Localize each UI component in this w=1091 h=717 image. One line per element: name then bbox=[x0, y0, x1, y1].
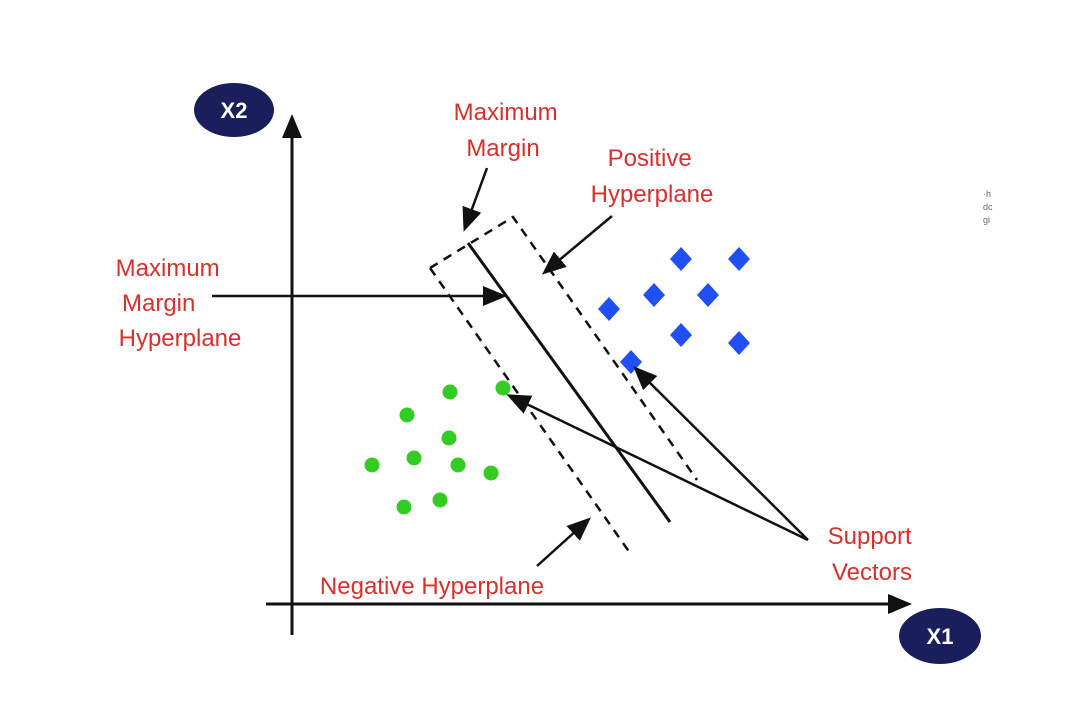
negative-point bbox=[364, 457, 380, 473]
positive-hyperplane-arrow bbox=[541, 215, 613, 275]
support-vectors-label: Support Vectors bbox=[828, 523, 919, 586]
maximum-margin-arrow bbox=[462, 167, 489, 232]
positive-point bbox=[670, 323, 692, 347]
side-marks: ·h dc gi bbox=[983, 189, 993, 225]
negative-point bbox=[396, 499, 412, 515]
maximum-margin-hyperplane-label-line: Margin bbox=[122, 290, 195, 317]
maximum-margin-hyperplane-label-line: Hyperplane bbox=[119, 325, 242, 352]
positive-point bbox=[670, 247, 692, 271]
y-axis-label: X2 bbox=[221, 98, 248, 123]
maximum-margin-hyperplane-label-line: Maximum bbox=[116, 255, 220, 282]
support-vectors-label-line: Vectors bbox=[832, 559, 912, 586]
positive-hyperplane-label-line: Hyperplane bbox=[591, 181, 714, 208]
x-axis-label: X1 bbox=[927, 624, 954, 649]
support-vector-arrow-negative bbox=[506, 394, 809, 542]
positive-point bbox=[728, 331, 750, 355]
maximum-margin-label: Maximum Margin bbox=[454, 99, 565, 162]
positive-hyperplane-label-line: Positive bbox=[608, 145, 692, 172]
margin-box-dashed bbox=[428, 215, 699, 554]
side-mark: ·h bbox=[983, 189, 991, 199]
maximum-margin-label-line: Margin bbox=[466, 135, 539, 162]
negative-point bbox=[432, 492, 448, 508]
negative-hyperplane-label: Negative Hyperplane bbox=[320, 573, 544, 600]
x-axis-badge: X1 bbox=[899, 608, 981, 664]
y-axis-badge: X2 bbox=[194, 83, 274, 137]
support-vectors-label-line: Support bbox=[828, 523, 912, 550]
negative-point bbox=[483, 465, 499, 481]
negative-point bbox=[441, 430, 457, 446]
maximum-margin-hyperplane-label: Maximum Margin Hyperplane bbox=[116, 255, 242, 352]
negative-point bbox=[399, 407, 415, 423]
negative-point bbox=[406, 450, 422, 466]
negative-class-points bbox=[364, 380, 511, 515]
maximum-margin-label-line: Maximum bbox=[454, 99, 558, 126]
negative-point bbox=[442, 384, 458, 400]
support-vector-arrow-positive bbox=[633, 366, 809, 541]
positive-hyperplane-label: Positive Hyperplane bbox=[591, 145, 714, 208]
negative-support-vector bbox=[495, 380, 511, 396]
positive-point bbox=[598, 297, 620, 321]
positive-point bbox=[697, 283, 719, 307]
side-mark: dc bbox=[983, 202, 993, 212]
positive-point bbox=[728, 247, 750, 271]
side-mark: gi bbox=[983, 215, 990, 225]
positive-class-points bbox=[598, 247, 750, 374]
positive-point bbox=[643, 283, 665, 307]
negative-point bbox=[450, 457, 466, 473]
negative-hyperplane-arrow bbox=[536, 517, 591, 567]
